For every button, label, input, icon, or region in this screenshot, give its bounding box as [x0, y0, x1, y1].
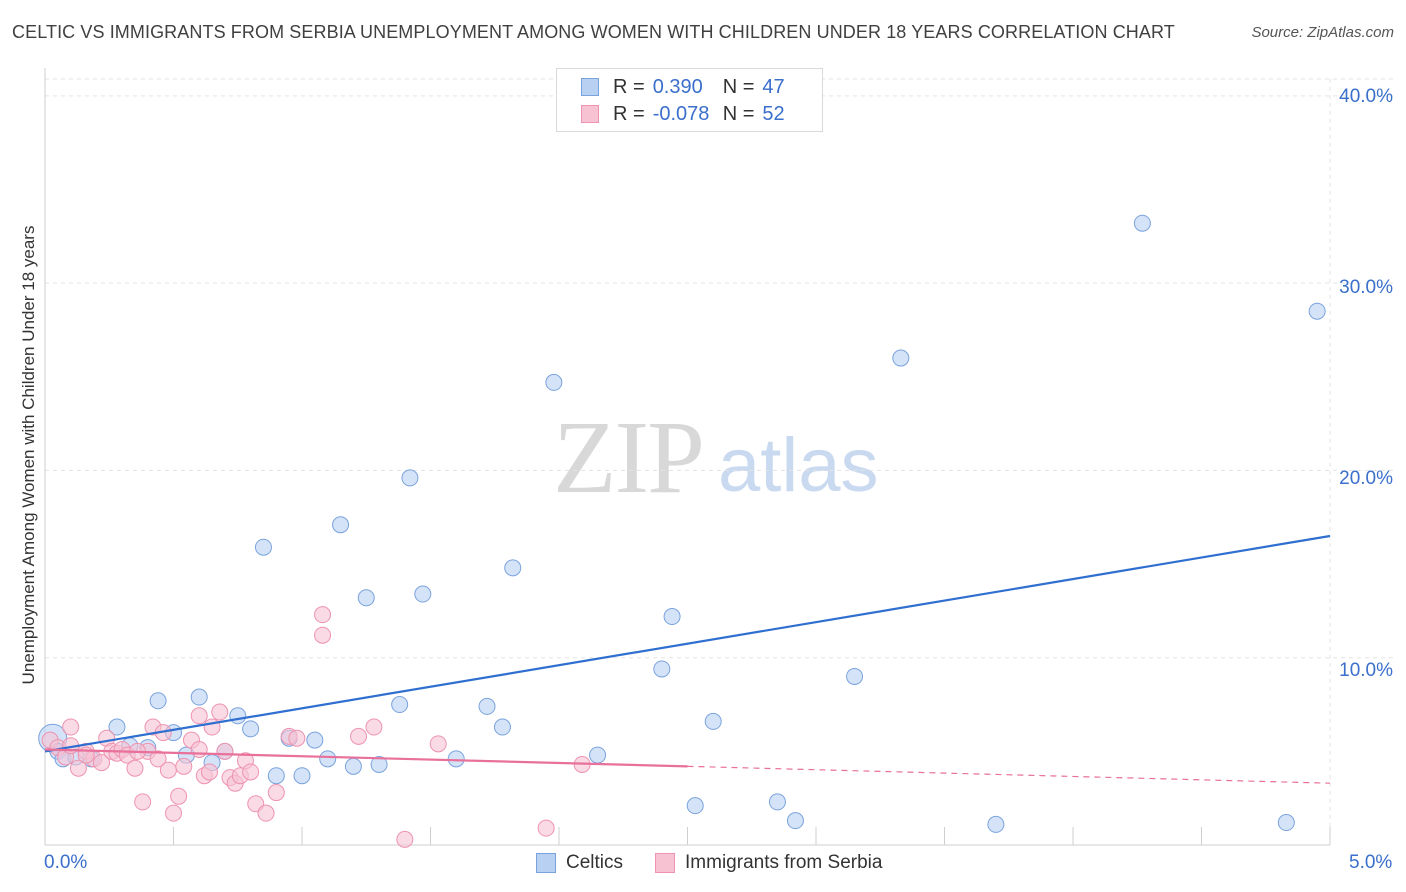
celtic-point [447, 750, 465, 768]
celtic-point [306, 731, 324, 749]
celtic-point [254, 538, 272, 556]
serbia-point [159, 761, 177, 779]
serbia-point [314, 626, 332, 644]
celtic-point [370, 755, 388, 773]
serbia-point [242, 763, 260, 781]
legend-swatch-serbia [655, 853, 676, 873]
legend-n-label: N = [722, 102, 755, 125]
serbia-point [429, 735, 447, 753]
celtic-point [653, 660, 671, 678]
legend-label-celtics: Celtics [566, 852, 624, 873]
celtic-point [242, 720, 260, 738]
celtic-point [1277, 814, 1295, 832]
legend-swatch-celtics [536, 853, 556, 873]
celtic-point [493, 718, 511, 736]
celtic-point [589, 746, 607, 764]
x-tick-label-0: 0.0% [44, 852, 88, 873]
celtic-point [504, 559, 522, 577]
celtic-point [686, 797, 704, 815]
serbia-point [165, 804, 182, 822]
celtic-point [401, 469, 419, 487]
celtic-point [663, 608, 681, 626]
serbia-point [126, 759, 144, 777]
celtic-point [704, 712, 722, 730]
celtic-point [545, 373, 563, 391]
celtic-point [892, 349, 910, 367]
celtic-point [319, 750, 337, 768]
celtic-point [149, 692, 167, 710]
legend-r-value-celtics: 0.390 [652, 75, 703, 98]
y-tick-label-40: 40.0% [1339, 86, 1393, 107]
serbia-point [93, 754, 111, 772]
celtic-point [357, 589, 375, 607]
serbia-point [288, 729, 306, 747]
legend-item-celtics[interactable]: Celtics [536, 852, 623, 874]
legend-swatch-celtics [581, 78, 599, 96]
serbia-point [200, 763, 218, 781]
celtic-point [391, 696, 409, 714]
y-tick-label-10: 10.0% [1339, 660, 1393, 681]
celtic-trend-line [44, 534, 1331, 753]
celtic-point [267, 767, 285, 785]
y-axis-label: Unemployment Among Women with Children U… [19, 225, 38, 685]
celtic-point [1133, 214, 1151, 232]
serbia-point [365, 718, 383, 736]
serbia-point [190, 707, 208, 725]
chart-title: CELTIC VS IMMIGRANTS FROM SERBIA UNEMPLO… [12, 22, 1175, 42]
watermark-atlas: atlas [718, 423, 879, 508]
celtic-point [293, 767, 311, 785]
serbia-point [175, 757, 193, 775]
serbia-point [267, 784, 285, 802]
celtic-point [344, 757, 362, 775]
serbia-point [69, 759, 87, 777]
legend-row-celtics: R = 0.390 N = 47 [581, 75, 785, 99]
y-axis-label-wrap: Unemployment Among Women with Children U… [0, 0, 60, 892]
serbia-point [257, 804, 275, 822]
legend-r-value-serbia: -0.078 [652, 102, 710, 125]
serbia-point [216, 742, 234, 760]
celtic-point [190, 688, 208, 706]
celtic-point [332, 516, 350, 534]
legend-r-label: R = [613, 102, 645, 125]
legend-n-label: N = [722, 75, 755, 98]
serbia-point [350, 727, 368, 745]
y-tick-label-20: 20.0% [1339, 468, 1393, 489]
serbia-point [537, 819, 555, 837]
watermark-zip: ZIP [553, 400, 705, 515]
celtic-point [478, 697, 496, 715]
legend-row-serbia: R = -0.078 N = 52 [581, 102, 785, 126]
celtic-point [414, 585, 432, 603]
y-tick-label-30: 30.0% [1339, 277, 1393, 298]
serbia-trend-line-dashed [687, 765, 1331, 784]
celtic-point [768, 793, 786, 811]
serbia-point [396, 830, 414, 848]
legend-label-serbia: Immigrants from Serbia [685, 852, 883, 873]
legend-r-label: R = [613, 75, 645, 98]
legend-n-value-serbia: 52 [762, 102, 785, 125]
series-legend: Celtics Immigrants from Serbia [536, 852, 914, 874]
legend-swatch-serbia [581, 105, 599, 123]
serbia-point [211, 703, 229, 721]
serbia-trend-line [44, 748, 688, 768]
celtic-point [1308, 302, 1326, 320]
legend-item-serbia[interactable]: Immigrants from Serbia [655, 852, 882, 874]
celtic-point [786, 812, 804, 830]
x-tick-label-5: 5.0% [1349, 852, 1393, 873]
serbia-point [190, 740, 208, 758]
celtic-point [108, 718, 126, 736]
serbia-point [62, 718, 80, 736]
serbia-point [314, 606, 332, 624]
celtic-point [846, 667, 864, 685]
celtic-point [229, 707, 247, 725]
legend-n-value-celtics: 47 [762, 75, 785, 98]
serbia-point [134, 793, 152, 811]
serbia-point [149, 750, 167, 768]
serbia-point [170, 787, 188, 805]
correlation-legend: R = 0.390 N = 47 R = -0.078 N = 52 [556, 68, 823, 132]
source-label: Source: ZipAtlas.com [1251, 24, 1394, 41]
celtic-point [987, 815, 1005, 833]
